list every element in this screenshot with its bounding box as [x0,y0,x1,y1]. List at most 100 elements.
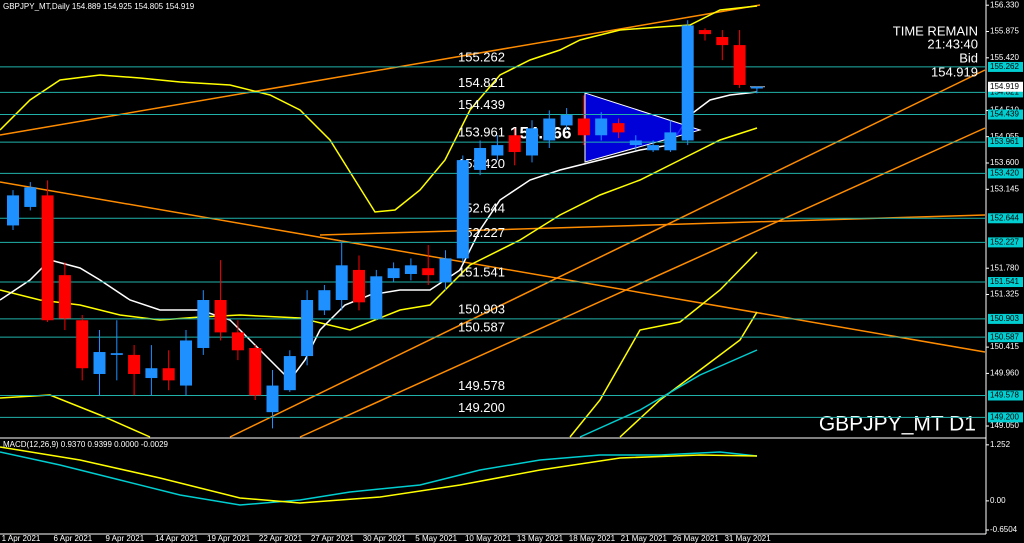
bid-box [988,81,1023,92]
level-box-label: 150.903 [990,314,1019,323]
candle-body [353,269,365,303]
x-tick-label: 6 Apr 2021 [54,534,93,543]
candle-body [647,145,660,151]
x-tick-label: 31 May 2021 [724,534,771,543]
macd-line [0,451,758,506]
candle-body [595,118,608,136]
candle-body [733,45,746,85]
level-label: 153.961 [458,125,505,140]
level-box-label: 150.587 [990,332,1019,341]
y-tick-label: -0.6504 [990,525,1018,534]
level-box-label: 154.821 [990,88,1019,97]
level-box-label: 152.644 [990,213,1019,222]
moving-average [579,349,758,438]
x-tick-label: 30 Apr 2021 [363,534,407,543]
bollinger-lower [569,251,758,438]
y-tick-label: 155.420 [990,53,1019,62]
level-box [988,109,1023,120]
y-tick-label: 150.415 [990,342,1019,351]
candle-body [231,332,244,351]
candle-body [577,118,590,136]
level-label: 155.262 [458,49,505,64]
candle-body [370,276,383,319]
candle-body [145,368,158,379]
candle-body [716,36,729,46]
bid-box-label: 154.919 [990,82,1019,91]
level-box [988,213,1023,224]
y-tick-label: 151.325 [990,290,1019,299]
symbol-label: GBPJPY_MT D1 [819,413,976,436]
candle-body [24,187,37,207]
candle-body [93,352,106,374]
candle-body [439,258,452,283]
candle-body [629,140,642,146]
level-box-label: 149.200 [990,412,1019,421]
trend-line [229,69,986,438]
level-box-label: 153.961 [990,137,1019,146]
candle-body [266,385,279,413]
x-tick-label: 27 Apr 2021 [311,534,355,543]
candle-body [456,160,469,259]
x-tick-label: 14 Apr 2021 [155,534,199,543]
candle-body [76,320,89,369]
candle-body [318,290,331,311]
level-label: 150.587 [458,320,505,335]
y-tick-label: 156.330 [990,0,1019,9]
level-box [988,168,1023,179]
level-label: 154.821 [458,75,505,90]
candle-body [387,268,400,279]
candle-body [612,123,625,133]
trend-line [0,181,986,353]
level-box [988,313,1023,324]
candle-body [750,86,763,89]
y-tick-label: 1.252 [990,440,1011,449]
candle-body [664,132,677,151]
level-box-label: 154.439 [990,110,1019,119]
level-label: 152.644 [458,201,505,216]
x-tick-label: 18 May 2021 [569,534,616,543]
level-box [988,61,1023,72]
time-remain-title: TIME REMAIN [893,23,978,38]
level-box [988,412,1023,423]
candle-body [110,353,123,355]
level-box-label: 149.578 [990,391,1019,400]
candle-body [180,340,192,386]
y-tick-label: 153.600 [990,158,1019,167]
y-tick-label: 151.780 [990,263,1019,272]
y-tick-label: 153.145 [990,184,1019,193]
candle-body [526,128,538,156]
candle-body [404,265,417,274]
level-box-label: 153.420 [990,169,1019,178]
x-tick-label: 21 May 2021 [621,534,668,543]
x-tick-label: 5 May 2021 [415,534,457,543]
level-box-label: 155.262 [990,62,1019,71]
candle-body [128,354,141,374]
bid-value: 154.919 [931,64,978,79]
candle-body [7,195,19,226]
y-tick-label: 0.00 [990,496,1006,505]
x-tick-label: 22 Apr 2021 [259,534,303,543]
y-tick-label: 155.875 [990,27,1019,36]
y-tick-label: 149.050 [990,421,1019,430]
candle-body [214,300,227,333]
candle-body [491,145,504,156]
y-tick-label: 149.960 [990,369,1019,378]
level-box-label: 152.227 [990,237,1019,246]
bollinger-middle [0,127,758,331]
candle-body [162,368,175,381]
y-tick-label: 154.055 [990,132,1019,141]
chart-title: GBPJPY_MT,Daily 154.889 154.925 154.805 … [3,2,195,11]
level-box [988,332,1023,343]
level-label: 152.227 [458,225,505,240]
bollinger-upper [0,5,758,213]
bollinger-lower [619,311,758,438]
x-tick-label: 9 Apr 2021 [105,534,144,543]
candle-body [508,135,521,153]
level-box [988,137,1023,148]
macd-signal [0,446,758,504]
candle-body [560,115,573,126]
x-tick-label: 13 May 2021 [517,534,564,543]
bollinger-lower [0,394,151,438]
candle-body [301,300,314,357]
